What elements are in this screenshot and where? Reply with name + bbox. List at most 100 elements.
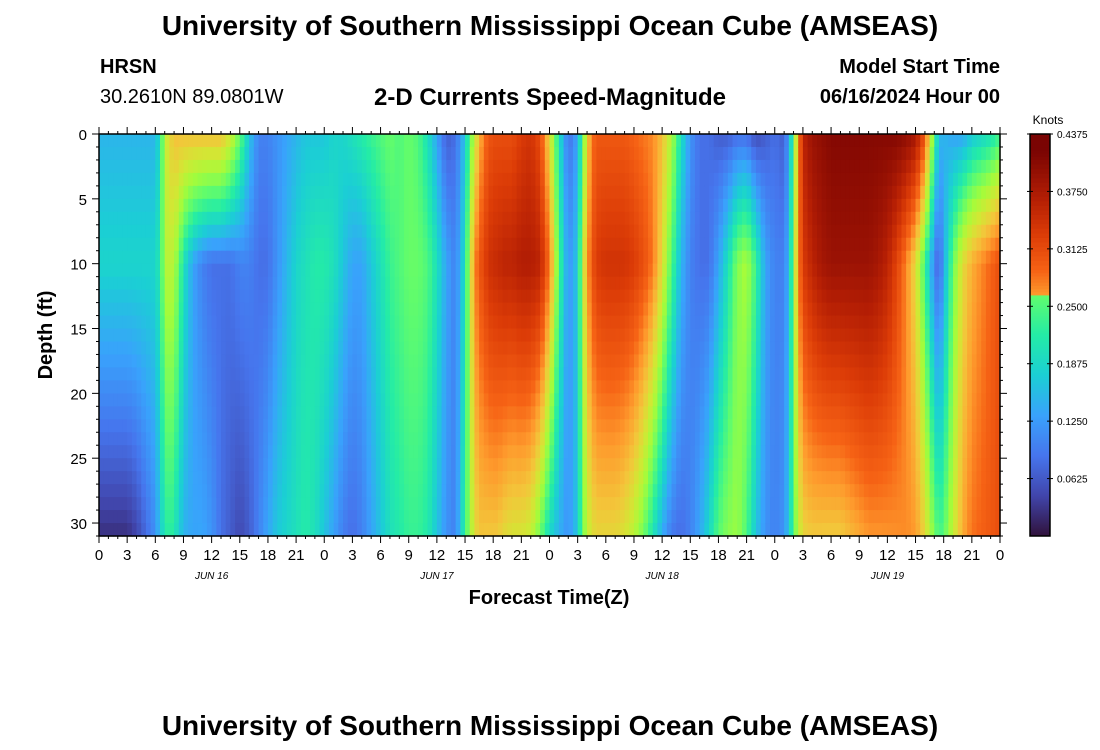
heatmap-cell bbox=[99, 159, 105, 174]
heatmap-cell bbox=[394, 367, 400, 381]
heatmap-cell bbox=[507, 302, 513, 317]
heatmap-cell bbox=[821, 302, 827, 317]
heatmap-cell bbox=[460, 471, 466, 485]
heatmap-cell bbox=[497, 432, 504, 446]
heatmap-cell bbox=[164, 523, 170, 537]
heatmap-cell bbox=[155, 302, 161, 317]
heatmap-cell bbox=[638, 302, 644, 317]
heatmap-cell bbox=[258, 315, 264, 330]
heatmap-cell bbox=[178, 134, 185, 148]
heatmap-cell bbox=[821, 432, 827, 446]
heatmap-cell bbox=[497, 302, 504, 317]
heatmap-cell bbox=[629, 380, 635, 394]
heatmap-cell bbox=[629, 159, 635, 174]
heatmap-cell bbox=[657, 458, 663, 472]
heatmap-cell bbox=[652, 185, 659, 200]
heatmap-cell bbox=[633, 263, 640, 278]
heatmap-cell bbox=[558, 380, 565, 394]
heatmap-cell bbox=[493, 276, 499, 291]
heatmap-cell bbox=[784, 146, 790, 161]
heatmap-cell bbox=[160, 523, 166, 537]
heatmap-cell bbox=[127, 484, 133, 498]
heatmap-cell bbox=[169, 328, 175, 343]
heatmap-cell bbox=[253, 393, 260, 407]
heatmap-cell bbox=[549, 445, 555, 459]
heatmap-cell bbox=[497, 172, 504, 187]
heatmap-cell bbox=[164, 432, 170, 446]
heatmap-cell bbox=[732, 523, 738, 537]
heatmap-cell bbox=[793, 263, 799, 278]
heatmap-cell bbox=[746, 237, 752, 252]
heatmap-cell bbox=[380, 471, 386, 485]
heatmap-cell bbox=[272, 497, 278, 511]
heatmap-cell bbox=[497, 250, 504, 265]
heatmap-cell bbox=[394, 458, 400, 472]
heatmap-cell bbox=[352, 159, 358, 174]
heatmap-cell bbox=[765, 263, 771, 278]
heatmap-cell bbox=[549, 393, 555, 407]
heatmap-cell bbox=[380, 380, 386, 394]
heatmap-cell bbox=[502, 276, 508, 291]
heatmap-cell bbox=[375, 380, 382, 394]
heatmap-cell bbox=[624, 380, 630, 394]
heatmap-cell bbox=[291, 523, 297, 537]
heatmap-cell bbox=[446, 354, 452, 369]
heatmap-cell bbox=[258, 354, 264, 369]
heatmap-cell bbox=[821, 250, 827, 265]
heatmap-cell bbox=[812, 419, 818, 433]
heatmap-cell bbox=[253, 497, 260, 511]
heatmap-cell bbox=[235, 367, 241, 381]
heatmap-cell bbox=[760, 328, 766, 343]
heatmap-cell bbox=[727, 302, 734, 317]
heatmap-cell bbox=[310, 406, 316, 420]
heatmap-cell bbox=[488, 276, 494, 291]
heatmap-cell bbox=[103, 237, 109, 252]
heatmap-cell bbox=[511, 419, 518, 433]
heatmap-cell bbox=[131, 497, 138, 511]
heatmap-cell bbox=[849, 302, 856, 317]
heatmap-cell bbox=[239, 406, 246, 420]
heatmap-cell bbox=[366, 224, 372, 239]
heatmap-cell bbox=[310, 198, 316, 213]
heatmap-cell bbox=[305, 146, 311, 161]
heatmap-cell bbox=[188, 263, 194, 278]
heatmap-cell bbox=[169, 250, 175, 265]
heatmap-cell bbox=[267, 276, 274, 291]
heatmap-cell bbox=[455, 393, 461, 407]
heatmap-cell bbox=[113, 237, 119, 252]
heatmap-cell bbox=[249, 497, 255, 511]
heatmap-cell bbox=[160, 185, 166, 200]
heatmap-cell bbox=[314, 380, 321, 394]
heatmap-cell bbox=[493, 224, 499, 239]
heatmap-cell bbox=[164, 484, 170, 498]
heatmap-cell bbox=[526, 328, 532, 343]
heatmap-cell bbox=[347, 276, 353, 291]
heatmap-cell bbox=[164, 250, 170, 265]
heatmap-cell bbox=[690, 419, 696, 433]
heatmap-cell bbox=[845, 419, 851, 433]
heatmap-cell bbox=[690, 198, 696, 213]
heatmap-cell bbox=[169, 224, 175, 239]
heatmap-cell bbox=[737, 328, 743, 343]
heatmap-cell bbox=[352, 419, 358, 433]
heatmap-cell bbox=[709, 419, 715, 433]
heatmap-cell bbox=[680, 276, 687, 291]
heatmap-cell bbox=[413, 224, 419, 239]
heatmap-cell bbox=[141, 146, 147, 161]
heatmap-cell bbox=[474, 134, 480, 148]
heatmap-cell bbox=[174, 172, 180, 187]
heatmap-cell bbox=[540, 497, 546, 511]
heatmap-cell bbox=[521, 134, 527, 148]
heatmap-cell bbox=[310, 523, 316, 537]
heatmap-cell bbox=[629, 185, 635, 200]
heatmap-cell bbox=[685, 354, 691, 369]
heatmap-cell bbox=[662, 354, 668, 369]
heatmap-cell bbox=[267, 263, 274, 278]
heatmap-cell bbox=[619, 380, 626, 394]
heatmap-cell bbox=[324, 471, 330, 485]
heatmap-cell bbox=[235, 185, 241, 200]
heatmap-cell bbox=[408, 458, 415, 472]
heatmap-cell bbox=[136, 328, 142, 343]
heatmap-cell bbox=[263, 159, 269, 174]
heatmap-cell bbox=[474, 211, 480, 226]
